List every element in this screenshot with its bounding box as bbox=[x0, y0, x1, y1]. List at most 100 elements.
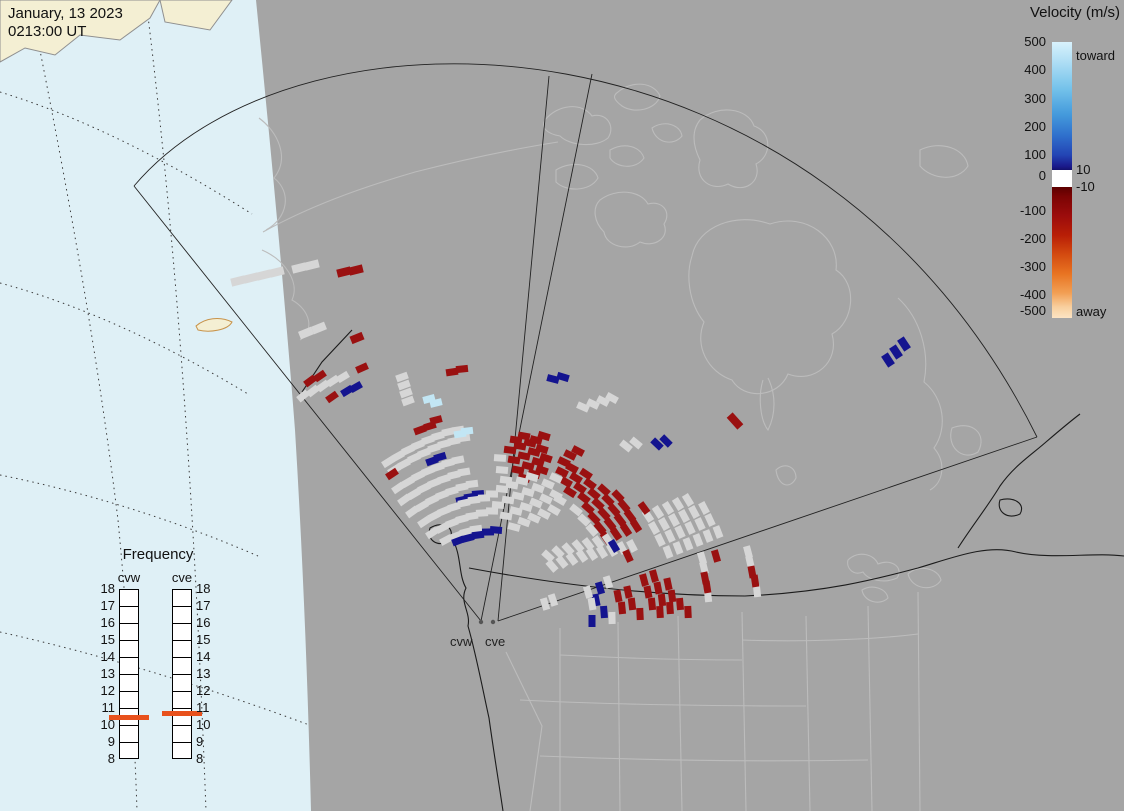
velocity-cell bbox=[391, 481, 405, 495]
frequency-marker-cve bbox=[162, 711, 202, 717]
velocity-cell bbox=[435, 522, 449, 534]
velocity-cell bbox=[605, 392, 619, 404]
velocity-cell bbox=[535, 464, 549, 476]
velocity-cell bbox=[576, 401, 590, 413]
radar-dot-cvw bbox=[478, 619, 484, 625]
frequency-tick: 18 bbox=[196, 581, 211, 596]
velocity-cell bbox=[401, 395, 415, 407]
velocity-cell bbox=[381, 455, 395, 469]
velocity-cell bbox=[505, 480, 519, 490]
velocity-cell bbox=[495, 484, 509, 494]
velocity-cell bbox=[493, 454, 507, 462]
velocity-cell bbox=[607, 503, 621, 517]
velocity-cell bbox=[547, 593, 559, 607]
velocity-cell bbox=[441, 427, 455, 437]
velocity-cell bbox=[435, 489, 449, 501]
velocity-cell bbox=[501, 495, 515, 505]
frequency-rung bbox=[173, 640, 191, 641]
velocity-cell bbox=[457, 467, 471, 477]
colorbar-tick-200: 200 bbox=[1024, 119, 1046, 134]
velocity-cell bbox=[437, 505, 451, 517]
velocity-cell bbox=[619, 439, 633, 453]
velocity-colorbar: Velocity (m/s) toward away 500 400 300 200 1… bbox=[1000, 4, 1124, 340]
velocity-cell bbox=[451, 455, 465, 465]
radar-dot-cve bbox=[490, 619, 496, 625]
velocity-cell bbox=[897, 336, 911, 352]
velocity-cell bbox=[577, 513, 591, 527]
frequency-tick: 14 bbox=[196, 649, 211, 664]
velocity-cell bbox=[702, 580, 712, 594]
velocity-cell bbox=[587, 487, 601, 501]
velocity-cell bbox=[336, 266, 352, 278]
velocity-cell bbox=[537, 430, 551, 442]
velocity-cell bbox=[666, 601, 674, 615]
frequency-tick: 18 bbox=[100, 581, 115, 596]
velocity-cell bbox=[553, 493, 567, 507]
velocity-cell bbox=[306, 384, 320, 398]
velocity-cell bbox=[699, 561, 709, 575]
velocity-cell bbox=[682, 537, 694, 551]
velocity-cell bbox=[326, 374, 340, 388]
velocity-cell bbox=[437, 473, 451, 485]
velocity-cell bbox=[593, 521, 607, 535]
velocity-cell bbox=[662, 545, 674, 559]
dayside-land-alaska bbox=[0, 0, 161, 63]
velocity-cell bbox=[627, 597, 637, 611]
frequency-tick: 10 bbox=[196, 717, 211, 732]
velocity-cell bbox=[663, 577, 673, 591]
velocity-cell bbox=[743, 545, 753, 559]
velocity-cell bbox=[547, 503, 561, 517]
velocity-cell bbox=[449, 530, 463, 542]
velocity-cell bbox=[541, 549, 555, 563]
frequency-marker-cvw bbox=[109, 714, 149, 720]
velocity-cell bbox=[601, 493, 615, 507]
velocity-cell bbox=[455, 364, 469, 374]
velocity-cell bbox=[489, 526, 503, 534]
velocity-cell bbox=[425, 526, 439, 540]
colorbar-tick--300: -300 bbox=[1019, 258, 1046, 274]
velocity-cell bbox=[654, 533, 666, 547]
velocity-cell bbox=[563, 449, 577, 461]
velocity-cell bbox=[575, 549, 589, 563]
velocity-cell bbox=[600, 605, 608, 619]
velocity-cell bbox=[535, 443, 549, 455]
velocity-cell bbox=[629, 519, 643, 533]
frequency-tick: 8 bbox=[107, 751, 115, 766]
velocity-cell bbox=[555, 555, 569, 569]
velocity-cell bbox=[455, 482, 469, 492]
velocity-cell bbox=[517, 516, 531, 528]
velocity-cell bbox=[623, 585, 633, 599]
frequency-rung bbox=[173, 623, 191, 624]
velocity-cell bbox=[602, 575, 614, 589]
velocity-cell bbox=[587, 511, 601, 525]
velocity-cell bbox=[527, 512, 541, 524]
velocity-cell bbox=[427, 442, 441, 454]
velocity-cell bbox=[517, 451, 531, 461]
radar-site-label-cve: cve bbox=[485, 634, 506, 649]
dayside-island bbox=[195, 318, 233, 332]
velocity-cell bbox=[585, 547, 599, 561]
velocity-cell bbox=[405, 505, 419, 519]
colorbar-tick-0: 0 bbox=[1038, 168, 1046, 184]
velocity-cell bbox=[603, 517, 617, 531]
velocity-cell bbox=[465, 479, 479, 489]
frequency-tick: 12 bbox=[196, 683, 211, 698]
frequency-tick: 10 bbox=[100, 717, 115, 732]
velocity-cell bbox=[563, 485, 577, 499]
velocity-cell bbox=[712, 525, 724, 539]
velocity-cell bbox=[499, 511, 513, 521]
velocity-cell bbox=[597, 507, 611, 521]
frequency-title: Frequency bbox=[122, 546, 194, 563]
velocity-cell bbox=[397, 379, 411, 391]
frequency-rung bbox=[173, 674, 191, 675]
colorbar-tick-100: 100 bbox=[1024, 147, 1046, 163]
velocity-cell bbox=[513, 441, 527, 451]
velocity-cell bbox=[594, 581, 606, 595]
velocity-cell bbox=[303, 374, 317, 388]
velocity-cell bbox=[674, 525, 686, 539]
dayside-land bbox=[0, 0, 233, 332]
velocity-cell bbox=[431, 431, 445, 441]
velocity-cell bbox=[557, 456, 571, 468]
